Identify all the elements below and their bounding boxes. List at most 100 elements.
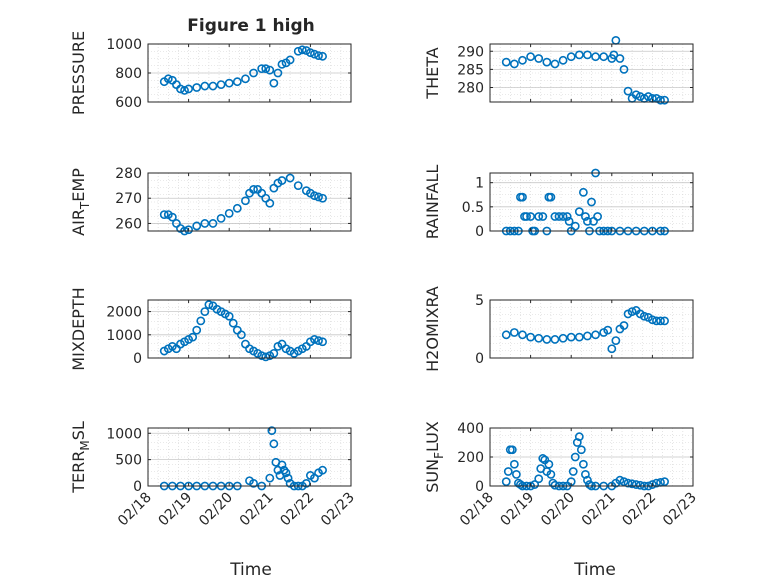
data-point: [583, 50, 592, 60]
data-point: [224, 78, 234, 88]
data-point: [314, 336, 323, 345]
data-point: [648, 480, 657, 489]
data-point: [184, 225, 193, 235]
subplot-1: 600 800 1000 PRESSURE: [69, 31, 352, 115]
data-point: [562, 212, 572, 221]
axes-box: [489, 299, 694, 359]
data-point: [273, 68, 283, 78]
data-point: [550, 480, 560, 490]
data-point: [619, 477, 629, 487]
data-point: [656, 95, 665, 105]
data-point: [216, 213, 226, 223]
data-point: [558, 55, 568, 65]
data-point: [623, 86, 633, 96]
y-tick-label: 270: [115, 191, 142, 207]
data-point: [534, 474, 544, 484]
x-tick-label: 02/19: [498, 490, 538, 530]
y-tick-label: 600: [115, 95, 142, 111]
y-tick-label: 1: [475, 176, 484, 192]
data-point: [566, 332, 576, 342]
data-point: [660, 477, 669, 487]
x-tick-label: 02/23: [318, 490, 358, 530]
data-point: [566, 52, 576, 62]
grid: [147, 428, 352, 486]
subplot-7: 0 500 1000 02/18 02/19 02/20 02/21 02/22 02/23 TE…: [69, 421, 358, 529]
axes-box: [489, 172, 694, 232]
data-point: [310, 191, 319, 201]
data-point: [293, 181, 303, 191]
data-point: [232, 203, 242, 213]
y-tick-label: 0: [475, 479, 484, 495]
data-point: [310, 49, 319, 59]
data-point: [503, 467, 513, 476]
y-tick-label: 285: [457, 62, 484, 78]
data-point: [184, 84, 193, 94]
subplot-3: 260 270 280 AIRTEMP: [69, 166, 352, 236]
data-point: [163, 74, 173, 84]
x-tick-label: 02/21: [579, 490, 619, 530]
data-point: [611, 35, 621, 45]
data-point: [257, 351, 267, 361]
data-point: [534, 333, 544, 343]
axes-box: [147, 172, 352, 232]
data-point: [574, 50, 584, 60]
data-point: [208, 81, 218, 91]
y-tick-label: 500: [115, 453, 142, 469]
data-point: [578, 187, 588, 197]
data-point: [285, 55, 295, 65]
figure-title: Figure 1 high: [187, 16, 315, 36]
data-point: [526, 332, 535, 342]
data-point: [269, 439, 279, 449]
data-point: [656, 316, 665, 326]
x-tick-label: 02/23: [660, 490, 700, 530]
y-axis-label: SUNFLUX: [423, 421, 446, 493]
data-point: [522, 212, 531, 221]
y-axis-label: TERRMSL: [69, 421, 92, 494]
data-point: [241, 74, 250, 84]
data-point: [501, 57, 511, 67]
data-point: [583, 216, 592, 226]
data-point: [619, 321, 629, 330]
data-point: [635, 92, 645, 101]
data-point: [542, 335, 552, 344]
y-tick-label: 290: [457, 44, 484, 60]
data-point: [615, 54, 625, 63]
x-axis-label-right: Time: [573, 560, 616, 580]
data-point: [249, 184, 258, 194]
data-point: [277, 59, 287, 69]
series-markers: [159, 45, 327, 95]
data-point: [660, 316, 669, 326]
data-point: [611, 336, 621, 345]
data-point: [167, 212, 177, 222]
data-point: [631, 90, 641, 100]
data-point: [265, 65, 275, 75]
data-point: [518, 55, 527, 65]
series-markers: [159, 173, 327, 236]
data-point: [159, 210, 169, 220]
data-point: [639, 311, 649, 321]
y-tick-label: 1000: [106, 328, 142, 344]
data-point: [526, 212, 535, 221]
data-point: [550, 59, 560, 69]
data-point: [534, 212, 544, 221]
data-point: [544, 459, 554, 469]
subplot-4: 0 0.5 1 RAINFALL: [423, 165, 694, 240]
data-point: [180, 86, 189, 95]
subplot-2: 280 285 290 THETA: [423, 35, 694, 105]
x-tick-label: 02/19: [156, 490, 196, 530]
data-point: [511, 469, 521, 479]
data-point: [314, 192, 323, 202]
data-point: [526, 52, 535, 62]
data-point: [224, 208, 234, 218]
data-point: [285, 173, 295, 183]
data-point: [257, 64, 267, 74]
y-tick-label: 400: [457, 421, 484, 437]
data-point: [576, 445, 586, 455]
data-point: [265, 198, 275, 208]
data-point: [623, 478, 633, 488]
data-point: [261, 64, 271, 74]
y-tick-label: 260: [115, 216, 142, 232]
data-point: [574, 207, 584, 217]
